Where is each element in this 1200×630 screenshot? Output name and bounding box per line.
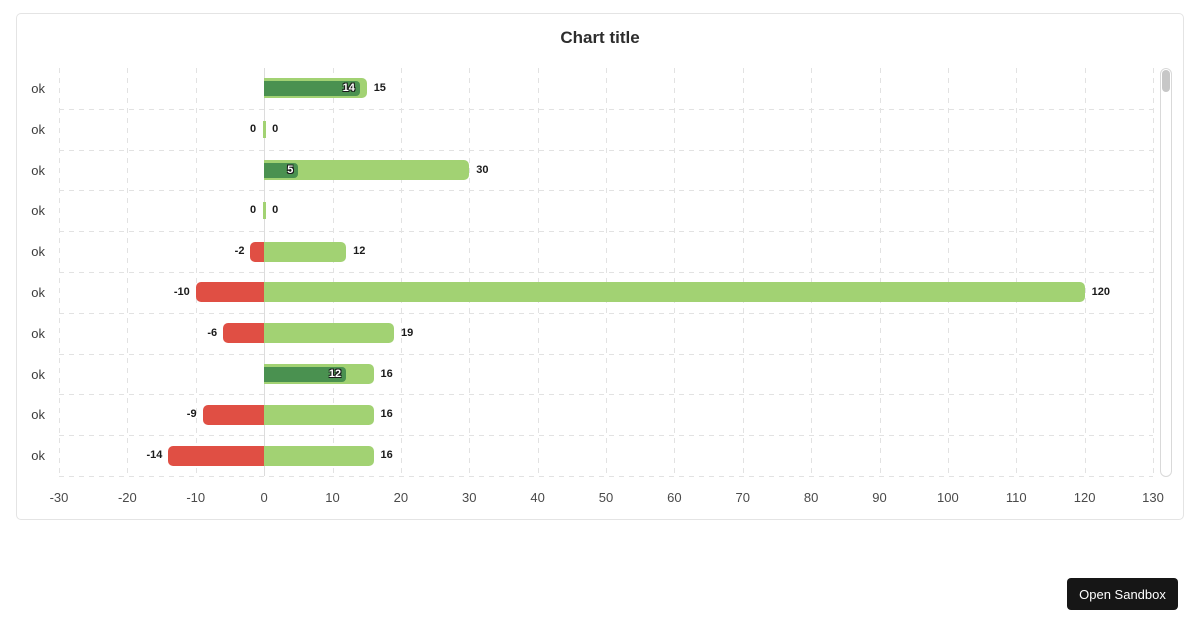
bar-negative[interactable]: [195, 282, 265, 303]
chart-title: Chart title: [560, 28, 640, 47]
bar-value-label: -9: [186, 408, 197, 421]
bar-positive[interactable]: [264, 160, 470, 180]
x-tick-label: -30: [49, 490, 69, 505]
row-gridline: [59, 394, 1153, 396]
x-tick-label: 130: [1142, 490, 1164, 505]
bar-negative[interactable]: [250, 241, 265, 262]
scrollbar-track[interactable]: [1160, 68, 1172, 477]
bar-inner-value-label: 5: [287, 163, 294, 176]
row-gridline: [59, 272, 1153, 273]
x-tick-label: 10: [325, 490, 340, 505]
row-gridline: [59, 149, 1153, 151]
x-tick-label: 0: [260, 490, 268, 505]
zero-value-marker: [263, 120, 267, 138]
x-tick-label: 70: [735, 490, 750, 505]
scrollbar-thumb[interactable]: [1162, 70, 1170, 92]
bar-positive[interactable]: [264, 241, 347, 262]
bar-value-label: 16: [380, 449, 393, 462]
bar-positive[interactable]: [264, 323, 395, 344]
bar-value-label: 12: [353, 245, 366, 258]
open-sandbox-button[interactable]: Open Sandbox: [1067, 578, 1178, 610]
x-tick-label: 30: [462, 490, 477, 505]
row-gridline: [59, 108, 1153, 110]
x-tick-label: 80: [803, 490, 819, 505]
x-tick-label: 110: [1005, 490, 1027, 505]
bar-positive[interactable]: [264, 404, 374, 425]
x-tick-label: 40: [530, 490, 545, 505]
row-gridline: [59, 190, 1153, 192]
bar-value-label: 0: [250, 122, 257, 135]
y-axis-label: ok: [31, 80, 45, 96]
row-gridline: [59, 435, 1153, 437]
y-axis-label: ok: [31, 325, 45, 341]
x-tick-label: -10: [186, 490, 206, 505]
y-axis-label: ok: [31, 366, 45, 382]
y-axis-label: ok: [31, 244, 45, 260]
bar-value-label: 19: [401, 326, 414, 339]
y-axis-label: ok: [31, 162, 45, 178]
bar-value-label: 0: [272, 204, 279, 217]
bar-positive[interactable]: [264, 282, 1085, 303]
bar-value-label: 120: [1091, 285, 1110, 298]
bar-negative[interactable]: [168, 445, 265, 466]
bar-inner-value-label: 14: [342, 81, 355, 94]
y-axis-label: ok: [31, 284, 45, 300]
row-gridline: [59, 312, 1153, 314]
row-gridline: [59, 231, 1153, 233]
zero-value-marker: [263, 202, 267, 220]
bar-negative[interactable]: [223, 323, 265, 344]
plot-area: 15 14 0 0 30 5 0 0 -2 12 -10 120 -6 19 16 12 -9 16 -14 16: [59, 68, 1154, 477]
bar-value-label: -2: [234, 245, 245, 258]
bar-value-label: 0: [250, 204, 257, 217]
bar-value-label: -10: [173, 285, 190, 298]
x-tick-label: 120: [1073, 490, 1096, 505]
y-axis-label: ok: [31, 448, 45, 464]
bar-inner[interactable]: [264, 80, 360, 96]
bar-value-label: -6: [207, 326, 218, 339]
row-gridline: [59, 353, 1153, 355]
x-gridline: [1153, 68, 1154, 476]
x-tick-label: -20: [117, 490, 137, 505]
bar-inner-value-label: 12: [328, 367, 342, 380]
x-tick-label: 60: [667, 490, 682, 505]
x-tick-label: 90: [872, 490, 887, 505]
row-gridline: [59, 476, 1153, 477]
bar-negative[interactable]: [202, 404, 265, 425]
y-axis-label: ok: [31, 407, 45, 423]
y-axis-label: ok: [31, 121, 45, 137]
bar-value-label: 16: [380, 367, 393, 380]
x-tick-label: 100: [937, 490, 959, 505]
bar-value-label: 0: [272, 122, 279, 135]
x-tick-label: 50: [598, 490, 614, 505]
bar-value-label: -14: [146, 449, 163, 462]
bar-inner[interactable]: [264, 162, 299, 178]
bar-value-label: 15: [373, 81, 386, 94]
bar-value-label: 16: [380, 408, 393, 421]
bar-inner[interactable]: [264, 366, 347, 382]
bar-positive[interactable]: [264, 445, 374, 466]
x-tick-label: 20: [393, 490, 409, 505]
y-axis-label: ok: [31, 203, 45, 219]
bar-value-label: 30: [476, 163, 489, 176]
